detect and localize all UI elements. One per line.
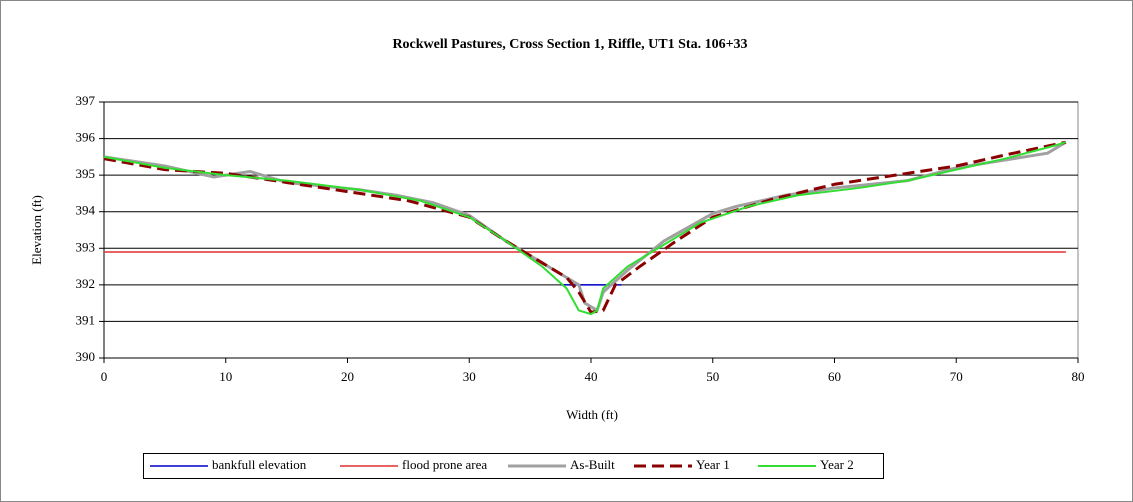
legend-label: Year 2 — [820, 457, 854, 472]
y-tick-label: 394 — [76, 203, 96, 218]
y-tick-label: 395 — [76, 166, 96, 181]
x-tick-label: 30 — [463, 369, 476, 384]
chart-title: Rockwell Pastures, Cross Section 1, Riff… — [392, 37, 747, 52]
x-tick-label: 20 — [341, 369, 354, 384]
x-tick-label: 0 — [101, 369, 108, 384]
x-axis-label: Width (ft) — [566, 407, 618, 422]
x-tick-label: 60 — [828, 369, 841, 384]
y-tick-label: 393 — [76, 239, 96, 254]
series-line — [103, 140, 1067, 314]
series-line — [103, 141, 1067, 316]
legend-label: bankfull elevation — [212, 457, 307, 472]
x-tick-label: 10 — [219, 369, 232, 384]
y-tick-label: 396 — [76, 130, 96, 145]
y-tick-label: 391 — [76, 312, 96, 327]
legend-label: flood prone area — [402, 457, 487, 472]
y-tick-label: 390 — [76, 349, 96, 364]
x-tick-label: 50 — [706, 369, 719, 384]
y-axis-label: Elevation (ft) — [29, 195, 44, 265]
legend-label: As-Built — [570, 457, 615, 472]
x-tick-label: 80 — [1072, 369, 1085, 384]
plot-area — [103, 101, 1079, 359]
x-tick-label: 40 — [585, 369, 598, 384]
x-tick-label: 70 — [950, 369, 963, 384]
y-tick-label: 392 — [76, 276, 96, 291]
legend-label: Year 1 — [696, 457, 730, 472]
y-tick-label: 397 — [76, 93, 96, 108]
